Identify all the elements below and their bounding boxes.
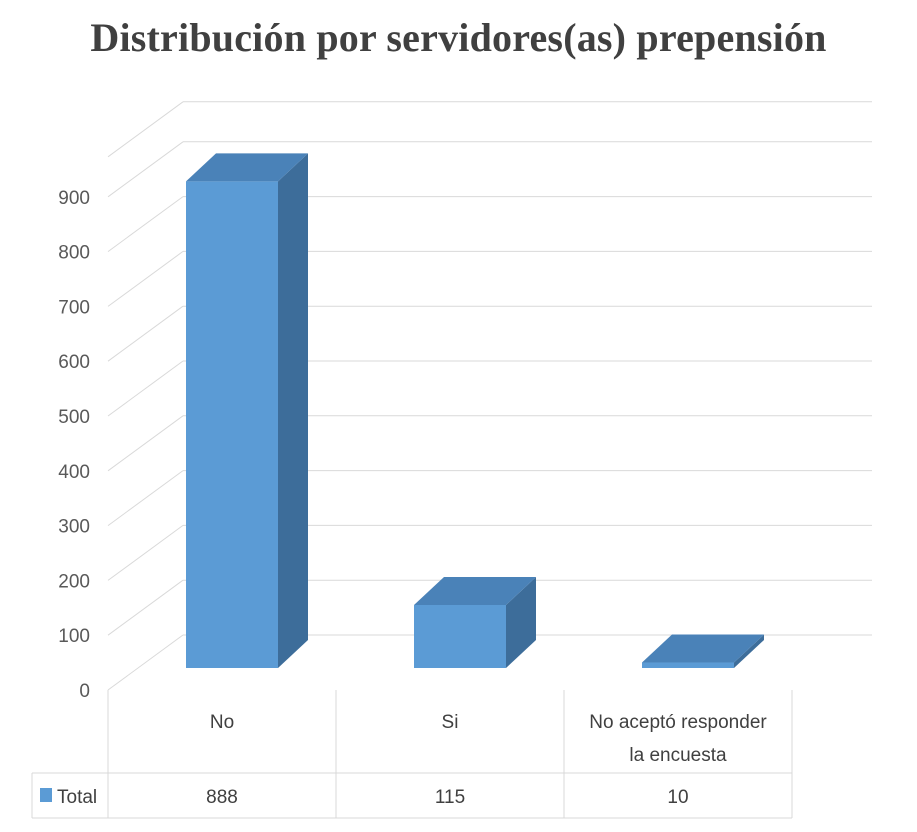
gridline-diagonal (107, 360, 184, 417)
legend-label: Total (57, 787, 97, 808)
data-table: No Si No aceptó responder la encuesta Total 8… (31, 690, 793, 819)
gridline-diagonal (107, 141, 184, 198)
y-tick-label: 600 (58, 352, 90, 373)
x-tick-label: No (210, 712, 234, 733)
data-label: 888 (206, 787, 238, 808)
gridline-diagonal (107, 579, 184, 636)
y-axis-ticks: 0 100 200 300 400 500 600 700 800 900 (58, 188, 90, 702)
gridline-diagonal (107, 524, 184, 581)
data-label: 115 (435, 787, 465, 808)
y-tick-label: 900 (58, 188, 90, 209)
bar-front (186, 181, 278, 668)
y-tick-label: 400 (58, 462, 90, 483)
x-tick-label: Si (442, 712, 459, 733)
bar (414, 576, 536, 668)
gridline-diagonal (107, 415, 184, 472)
y-tick-label: 500 (58, 407, 90, 428)
bar-side (506, 576, 536, 668)
bar (642, 634, 764, 668)
y-tick-label: 200 (58, 571, 90, 592)
gridline-diagonal (107, 634, 184, 691)
bar-front (642, 662, 734, 668)
y-tick-label: 800 (58, 243, 90, 264)
data-label: 10 (667, 787, 688, 808)
gridline-diagonal (107, 101, 184, 158)
gridline-diagonal (107, 470, 184, 527)
y-tick-label: 300 (58, 517, 90, 538)
gridline-diagonal (107, 196, 184, 253)
x-tick-label: No aceptó responder (589, 712, 767, 733)
chart-title: Distribución por servidores(as) prepensi… (90, 15, 827, 60)
y-tick-label: 100 (58, 626, 90, 647)
x-tick-label: la encuesta (629, 745, 727, 766)
y-tick-label: 0 (79, 681, 90, 702)
bar-top (414, 576, 536, 605)
gridline-diagonal (107, 250, 184, 307)
bar-side (278, 153, 308, 669)
legend-swatch (40, 788, 52, 802)
bar-top (642, 634, 764, 663)
bar-side (734, 634, 764, 668)
bar (186, 153, 308, 669)
bar-top (186, 153, 308, 182)
bars (186, 153, 764, 669)
y-tick-label: 700 (58, 297, 90, 318)
bar-front (414, 604, 506, 668)
gridline-diagonal (107, 305, 184, 362)
